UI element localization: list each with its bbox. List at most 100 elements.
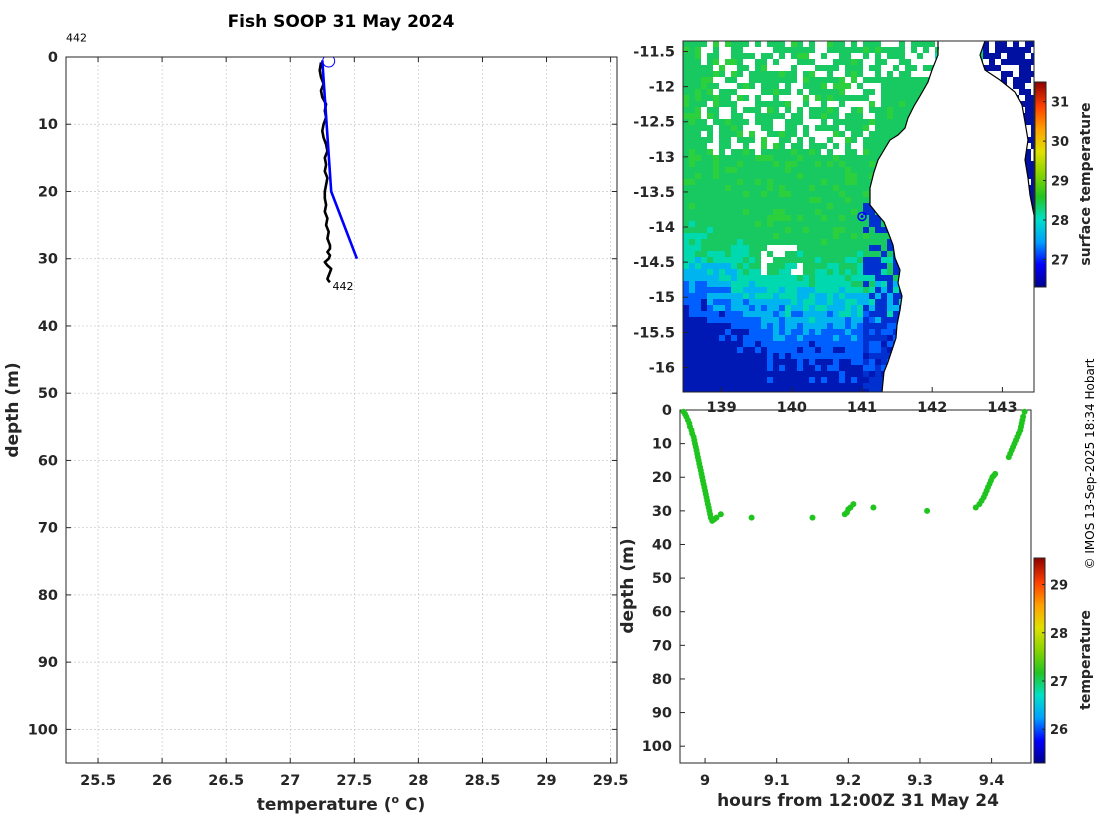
sst-pixel [731, 221, 737, 227]
sst-pixel [827, 131, 833, 137]
sst-pixel [1019, 95, 1025, 101]
sst-pixel [863, 275, 869, 281]
sst-pixel [755, 185, 761, 191]
sst-pixel [893, 281, 899, 287]
sst-pixel [725, 269, 731, 275]
temperature-colorbar-tick-label: 28 [1050, 627, 1068, 642]
sst-pixel [689, 107, 695, 113]
sst-pixel [779, 275, 785, 281]
sst-pixel [869, 377, 875, 383]
sst-pixel [719, 137, 725, 143]
sst-pixel [725, 143, 731, 149]
sst-pixel [809, 359, 815, 365]
sst-pixel [707, 227, 713, 233]
sst-pixel [1025, 143, 1031, 149]
sst-pixel [833, 119, 839, 125]
sst-pixel [857, 311, 863, 317]
sst-pixel [863, 221, 869, 227]
sst-pixel [701, 263, 707, 269]
sst-pixel [785, 233, 791, 239]
sst-pixel [755, 119, 761, 125]
sst-pixel [815, 59, 821, 65]
sst-pixel [695, 263, 701, 269]
sst-pixel [719, 185, 725, 191]
sst-pixel [869, 83, 875, 89]
sst-pixel [809, 155, 815, 161]
sst-pixel [725, 107, 731, 113]
sst-pixel [755, 59, 761, 65]
sst-pixel [797, 149, 803, 155]
sst-pixel [791, 329, 797, 335]
sst-pixel [767, 281, 773, 287]
sst-pixel [749, 173, 755, 179]
sst-pixel [785, 215, 791, 221]
sst-pixel [845, 191, 851, 197]
sst-pixel [791, 203, 797, 209]
sst-pixel [773, 41, 779, 47]
sst-pixel [851, 149, 857, 155]
sst-pixel [893, 59, 899, 65]
sst-pixel [845, 101, 851, 107]
sst-pixel [719, 179, 725, 185]
sst-pixel [785, 107, 791, 113]
sst-pixel [683, 197, 689, 203]
sst-pixel [707, 287, 713, 293]
sst-pixel [779, 209, 785, 215]
sst-pixel [689, 293, 695, 299]
sst-pixel [755, 53, 761, 59]
sst-pixel [773, 89, 779, 95]
sst-pixel [845, 167, 851, 173]
sst-pixel [893, 311, 899, 317]
sst-pixel [833, 323, 839, 329]
map-x-tick-label: 141 [847, 400, 877, 416]
sst-pixel [851, 83, 857, 89]
sst-pixel [857, 305, 863, 311]
sst-pixel [857, 341, 863, 347]
sst-pixel [731, 215, 737, 221]
sst-pixel [1031, 143, 1034, 149]
sst-pixel [809, 227, 815, 233]
sst-pixel [695, 41, 701, 47]
sst-pixel [845, 353, 851, 359]
sst-pixel [767, 203, 773, 209]
sst-pixel [725, 59, 731, 65]
sst-pixel [791, 245, 797, 251]
sst-pixel [779, 155, 785, 161]
sst-pixel [815, 41, 821, 47]
sst-pixel [755, 305, 761, 311]
sst-pixel [713, 299, 719, 305]
sst-pixel [887, 263, 893, 269]
sst-pixel [815, 77, 821, 83]
sst-pixel [797, 113, 803, 119]
sst-pixel [707, 299, 713, 305]
track-y-tick-label: 60 [652, 605, 672, 621]
sst-pixel [893, 83, 899, 89]
sst-pixel [863, 281, 869, 287]
sst-pixel [875, 59, 881, 65]
sst-pixel [773, 143, 779, 149]
sst-pixel [797, 245, 803, 251]
sst-pixel [827, 245, 833, 251]
sst-pixel [983, 41, 989, 47]
sst-pixel [713, 77, 719, 83]
sst-pixel [833, 275, 839, 281]
sst-pixel [695, 329, 701, 335]
sst-pixel [833, 299, 839, 305]
sst-pixel [713, 179, 719, 185]
sst-pixel [917, 59, 923, 65]
map-x-tick-label: 142 [917, 400, 947, 416]
sst-pixel [887, 65, 893, 71]
sst-pixel [773, 305, 779, 311]
sst-pixel [725, 353, 731, 359]
sst-pixel [803, 323, 809, 329]
sst-pixel [809, 251, 815, 257]
sst-pixel [1025, 89, 1031, 95]
sst-pixel [905, 95, 911, 101]
sst-pixel [737, 359, 743, 365]
sst-pixel [725, 113, 731, 119]
sst-pixel [827, 47, 833, 53]
sst-pixel [779, 197, 785, 203]
sst-pixel [881, 143, 887, 149]
sst-pixel [689, 209, 695, 215]
